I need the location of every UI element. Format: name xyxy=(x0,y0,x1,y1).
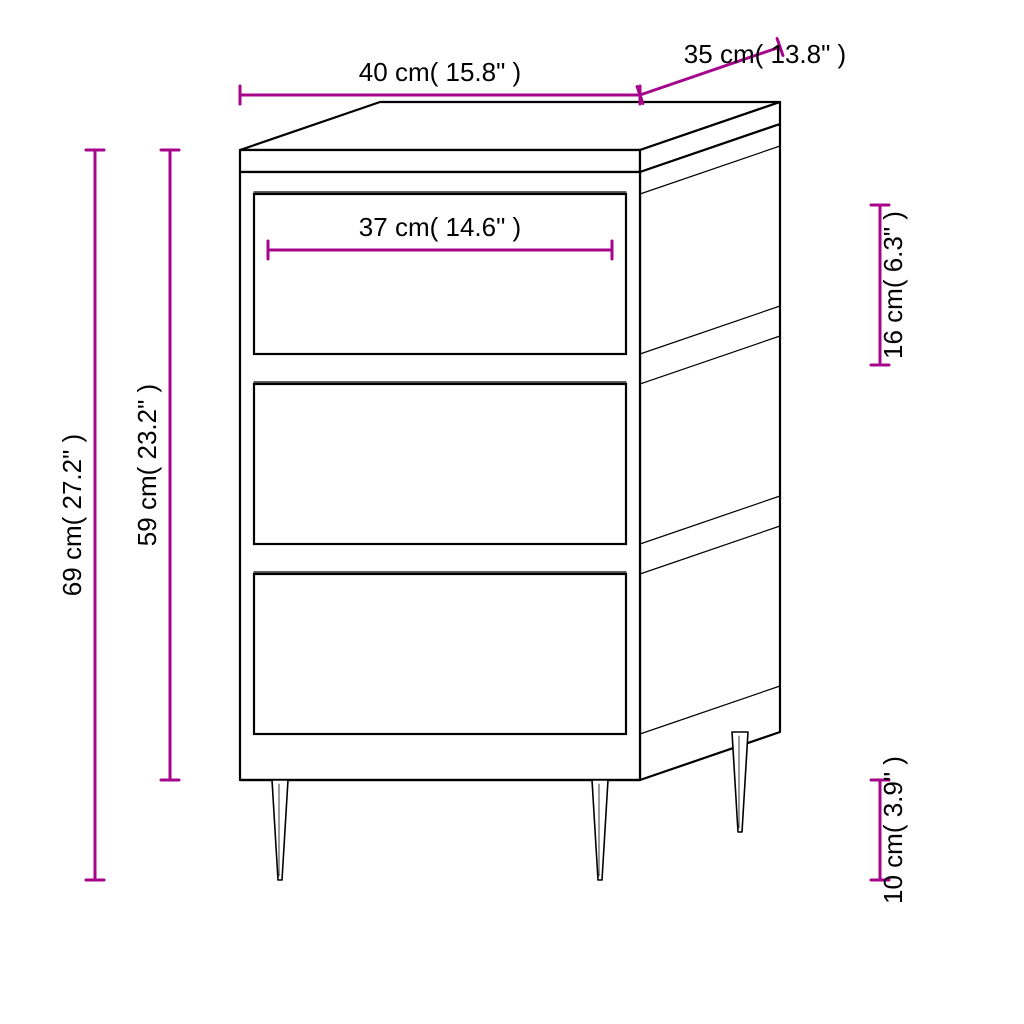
furniture-dimension-diagram: 40 cm( 15.8" ) 35 cm( 13.8" ) 37 cm( 14.6"… xyxy=(0,0,1024,1024)
dim-width-label: 40 cm( 15.8" ) xyxy=(359,57,521,87)
dim-total-height-label: 69 cm( 27.2" ) xyxy=(57,434,87,596)
dim-depth-label: 35 cm( 13.8" ) xyxy=(684,39,846,69)
dim-drawer-height-label: 16 cm( 6.3" ) xyxy=(878,211,908,359)
dim-leg-height-label: 10 cm( 3.9" ) xyxy=(878,756,908,904)
dim-body-height-label: 59 cm( 23.2" ) xyxy=(132,384,162,546)
dim-drawer-width-label: 37 cm( 14.6" ) xyxy=(359,212,521,242)
